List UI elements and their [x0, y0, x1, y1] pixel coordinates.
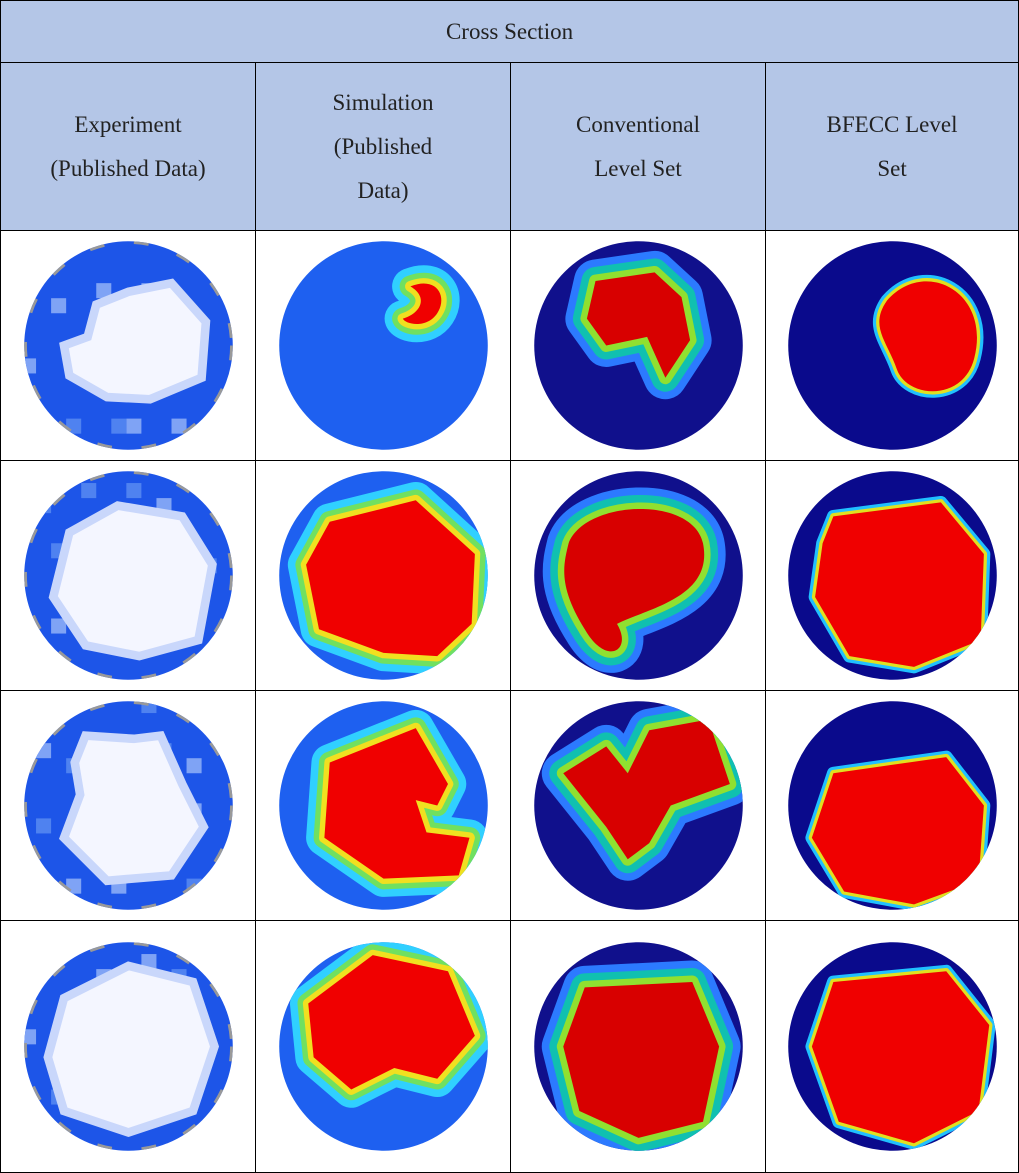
background	[276, 238, 491, 453]
header-text: Simulation	[256, 81, 510, 125]
pixel	[36, 818, 51, 833]
image-cell	[511, 461, 766, 691]
cross-section-image	[21, 698, 236, 913]
void-region	[47, 966, 214, 1133]
pixel	[66, 879, 81, 894]
image-cell	[511, 921, 766, 1173]
header-text: Conventional	[511, 103, 765, 147]
image-group	[21, 468, 236, 683]
pixel	[81, 483, 96, 498]
image-cell	[256, 691, 511, 921]
pixel	[21, 1090, 36, 1105]
cross-section-image	[21, 939, 236, 1154]
cross-section-image	[276, 698, 491, 913]
pixel	[126, 419, 141, 434]
image-cell	[766, 231, 1019, 461]
cross-section-image	[276, 238, 491, 453]
header-text: (Published	[256, 125, 510, 169]
image-group	[276, 238, 491, 453]
image-group	[785, 698, 1000, 913]
image-cell	[766, 691, 1019, 921]
image-cell	[256, 231, 511, 461]
image-row	[1, 921, 1019, 1173]
pixel	[51, 619, 66, 634]
image-cell	[511, 231, 766, 461]
image-group	[276, 468, 491, 683]
image-group	[531, 939, 746, 1154]
image-group	[531, 238, 746, 453]
cross-section-image	[785, 698, 1000, 913]
pixel	[21, 283, 36, 298]
image-group	[21, 698, 236, 913]
cross-section-image	[21, 468, 236, 683]
pixel	[21, 954, 36, 969]
cross-section-image	[531, 698, 746, 913]
pixel	[66, 419, 81, 434]
image-cell	[766, 921, 1019, 1173]
header-text: Data)	[256, 169, 510, 213]
header-cell: Experiment(Published Data)	[1, 63, 256, 231]
void-region	[53, 506, 212, 657]
image-group	[21, 939, 236, 1154]
image-cell	[1, 461, 256, 691]
cross-section-image	[531, 468, 746, 683]
pixel	[36, 743, 51, 758]
cross-section-image	[276, 468, 491, 683]
image-cell	[1, 921, 256, 1173]
pixel	[111, 419, 126, 434]
results-table: Cross Section Experiment(Published Data)…	[0, 0, 1019, 1173]
image-group	[276, 698, 491, 913]
pixel	[201, 483, 216, 498]
cross-section-image	[531, 939, 746, 1154]
image-group	[21, 238, 236, 453]
pixel	[21, 238, 36, 253]
header-text: Level Set	[511, 147, 765, 191]
image-group	[531, 698, 746, 913]
header-text: Set	[766, 147, 1018, 191]
image-group	[785, 468, 1000, 683]
image-group	[785, 939, 1000, 1154]
pixel	[141, 698, 156, 713]
image-cell	[766, 461, 1019, 691]
pixel	[21, 358, 36, 373]
pixel	[21, 1029, 36, 1044]
cross-section-image	[785, 468, 1000, 683]
header-text: BFECC Level	[766, 103, 1018, 147]
pixel	[36, 498, 51, 513]
pixel	[126, 483, 141, 498]
image-row	[1, 461, 1019, 691]
page: Cross Section Experiment(Published Data)…	[0, 0, 1019, 1173]
image-cell	[256, 461, 511, 691]
cross-section-image	[276, 939, 491, 1154]
title-cell: Cross Section	[1, 1, 1019, 63]
title-row: Cross Section	[1, 1, 1019, 63]
header-text: Experiment	[1, 103, 255, 147]
pixel	[186, 758, 201, 773]
cross-section-image	[785, 939, 1000, 1154]
cross-section-image	[785, 238, 1000, 453]
table-title: Cross Section	[446, 19, 573, 44]
image-cell	[256, 921, 511, 1173]
void-region	[811, 971, 988, 1143]
pixel	[51, 298, 66, 313]
image-row	[1, 231, 1019, 461]
image-cell	[511, 691, 766, 921]
image-cell	[1, 231, 256, 461]
image-row	[1, 691, 1019, 921]
cross-section-image	[21, 238, 236, 453]
image-group	[276, 939, 491, 1154]
image-group	[785, 238, 1000, 453]
header-text: (Published Data)	[1, 147, 255, 191]
cross-section-image	[531, 238, 746, 453]
image-cell	[1, 691, 256, 921]
image-group	[531, 468, 746, 683]
header-row: Experiment(Published Data)Simulation(Pub…	[1, 63, 1019, 231]
